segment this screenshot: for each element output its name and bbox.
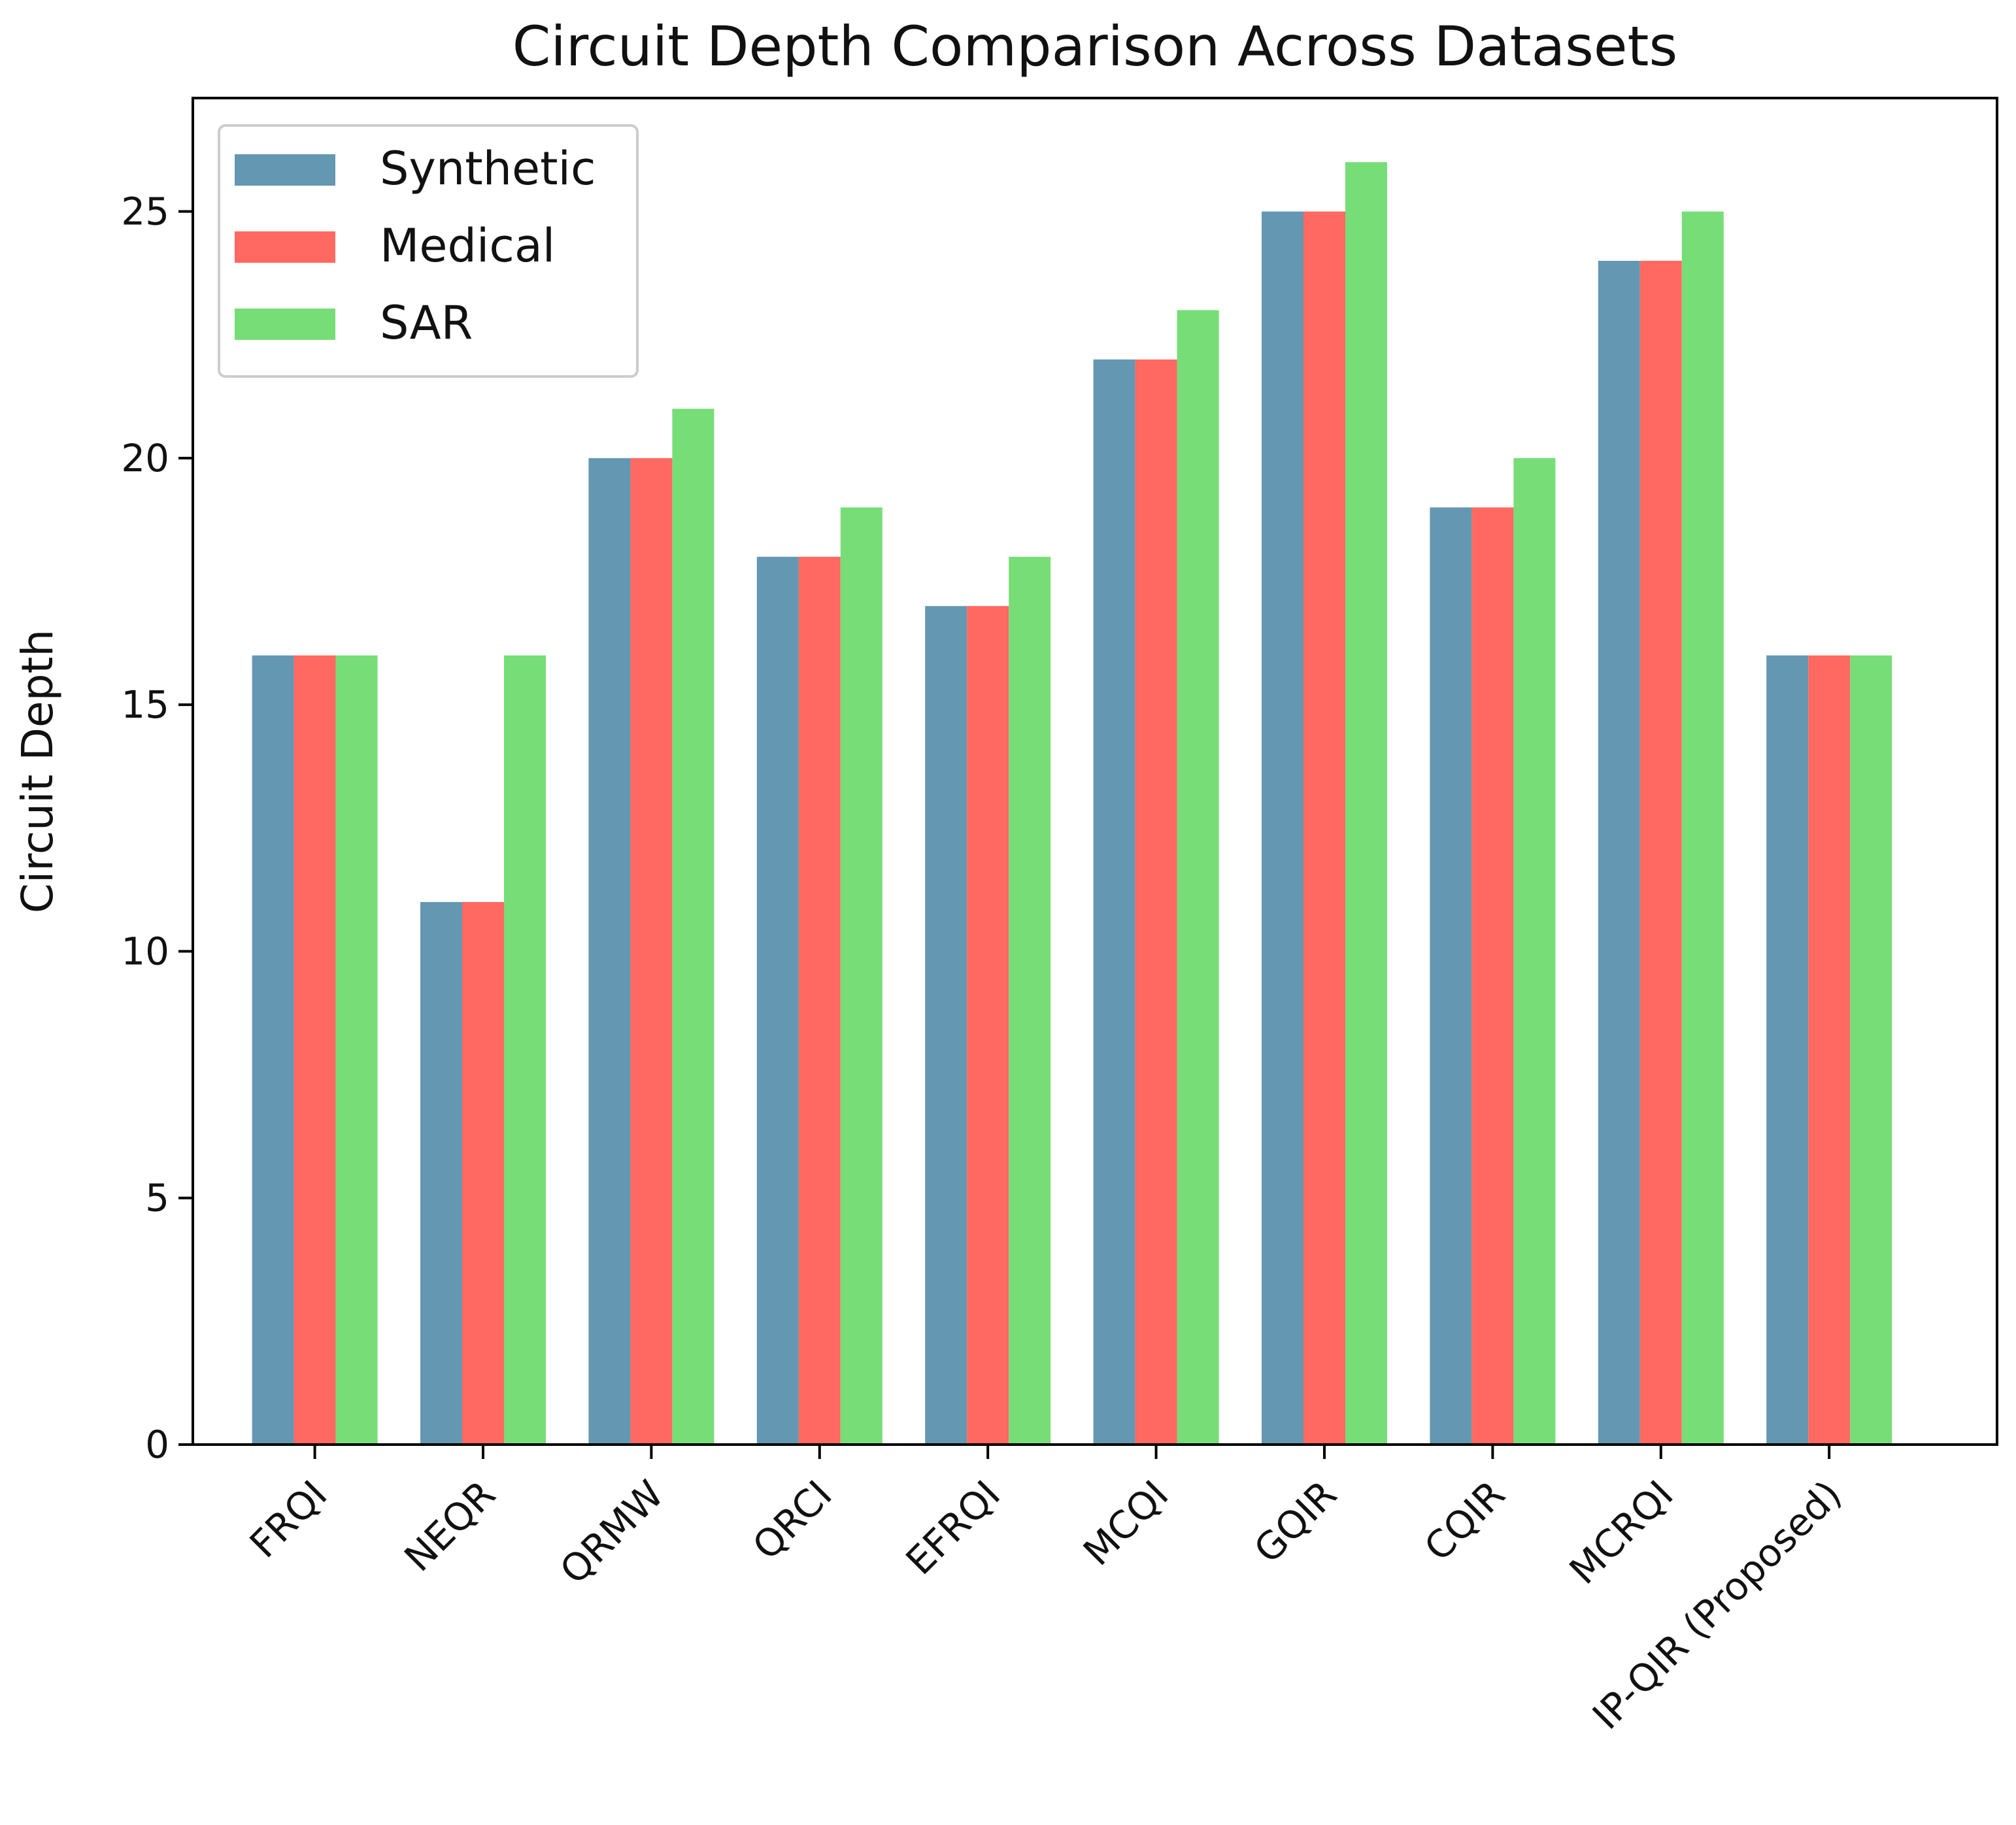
x-tick-label: MCQI [1075,1472,1177,1574]
x-tick-label: NEQR [395,1472,503,1580]
legend-swatch-medical [235,231,335,263]
bar-sar-cqir [1513,458,1556,1445]
legend-label-sar: SAR [380,296,473,350]
plot-frame [192,97,1998,1446]
bar-medical-cqir [1471,507,1514,1445]
bar-medical-mcqi [1135,359,1177,1445]
x-tick-label: QRMW [552,1472,673,1593]
x-axis: FRQI NEQR QRMW QRCI EFRQI MCQI GQIR CQIR MCRQIIP… [241,1445,1850,1738]
y-axis-label: Circuit Depth [12,629,63,913]
bar-synthetic-gqir [1262,211,1303,1445]
bar-synthetic-mcrqi [1598,261,1640,1445]
bar-medical-mcrqi [1639,261,1682,1445]
bar-sar-mcqi [1177,310,1219,1445]
bar-medical-ip-qir-proposed [1808,655,1851,1445]
legend: Synthetic Medical SAR [218,124,639,378]
bar-synthetic-qrmw [588,458,631,1445]
y-tick-label: 20 [121,436,169,480]
bar-medical-efrqi [967,606,1009,1445]
bar-sar-qrci [840,507,882,1445]
bar-synthetic-mcqi [1093,359,1135,1445]
legend-label-synthetic: Synthetic [380,142,596,195]
y-tick-label: 5 [145,1176,169,1220]
bar-sar-mcrqi [1681,211,1724,1445]
bar-synthetic-cqir [1430,507,1472,1445]
legend-label-medical: Medical [380,219,555,273]
y-tick-label: 10 [121,929,169,973]
chart-title: Circuit Depth Comparison Across Datasets [512,14,1677,78]
y-tick-label: 15 [121,682,169,727]
bar-sar-frqi [335,655,378,1445]
legend-swatch-synthetic [235,154,335,186]
legend-swatch-sar [235,309,335,340]
x-tick-label: GQIR [1245,1472,1345,1572]
y-tick-label: 0 [145,1422,169,1467]
bar-synthetic-frqi [252,655,294,1445]
bar-sar-neqr [504,655,546,1445]
y-axis: 0 5 10 15 20 25 [121,190,193,1467]
bar-synthetic-ip-qir-proposed [1766,655,1809,1445]
bars-group [252,162,1892,1445]
x-tick-label: EFRQI [898,1472,1009,1583]
bar-medical-qrmw [630,458,673,1445]
bar-sar-ip-qir-proposed [1850,655,1892,1445]
bar-medical-gqir [1303,211,1345,1445]
bar-synthetic-efrqi [925,606,967,1445]
x-tick-label: CQIR [1416,1472,1514,1570]
bar-synthetic-qrci [756,556,799,1445]
bar-medical-frqi [294,655,336,1445]
bar-sar-qrmw [672,409,714,1445]
x-tick-label: QRCI [744,1472,841,1569]
bar-medical-qrci [798,556,841,1445]
bar-medical-neqr [462,902,504,1445]
bar-sar-efrqi [1009,556,1051,1445]
x-tick-label: FRQI [241,1472,336,1567]
y-tick-label: 25 [121,190,169,234]
bar-sar-gqir [1345,162,1387,1445]
x-tick-label: MCRQI [1561,1472,1682,1593]
bar-synthetic-neqr [420,902,462,1445]
